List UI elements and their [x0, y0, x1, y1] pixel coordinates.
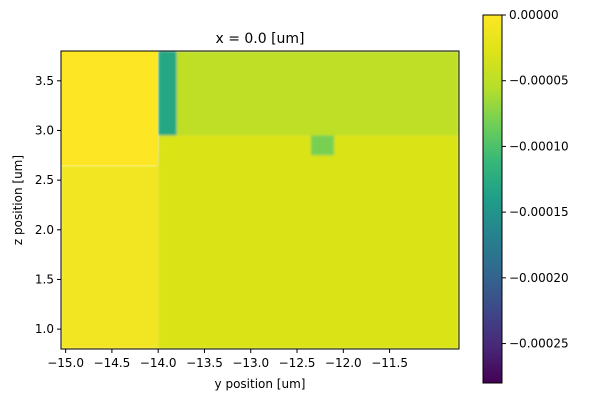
colorbar: [482, 14, 503, 384]
colorbar-tick-label: 0.00000: [509, 8, 559, 22]
x-axis: −15.0 −14.5 −14.0 −13.5 −13.0 −12.5 −12.0 −11.5: [47, 349, 408, 370]
x-axis-title: y position [um]: [215, 377, 306, 391]
heatmap-region-4: [176, 51, 459, 136]
y-axis-title: z position [um]: [11, 155, 25, 245]
x-tick-label: −11.5: [371, 356, 408, 370]
colorbar-tick-label: −0.00010: [509, 139, 569, 153]
chart-title: x = 0.0 [um]: [215, 31, 304, 47]
heatmap-field: [61, 51, 459, 349]
heatmap-region-5: [158, 135, 459, 349]
colorbar-tick-label: −0.00005: [509, 74, 569, 88]
heatmap-region-6: [310, 135, 335, 156]
y-axis: 1.0 1.5 2.0 2.5 3.0 3.5: [35, 74, 61, 336]
heatmap-region-0: [61, 51, 159, 166]
colorbar-tick-label: −0.00015: [509, 205, 569, 219]
y-tick-label: 3.0: [35, 123, 54, 137]
y-tick-label: 1.0: [35, 322, 54, 336]
y-tick-label: 2.5: [35, 173, 54, 187]
y-tick-label: 3.5: [35, 74, 54, 88]
x-tick-label: −13.5: [186, 356, 223, 370]
x-tick-label: −14.5: [94, 356, 131, 370]
heatmap-cells: [61, 51, 459, 349]
x-tick-label: −14.0: [140, 356, 177, 370]
colorbar-tick-label: −0.00020: [509, 271, 569, 285]
x-tick-label: −15.0: [47, 356, 84, 370]
colorbar-tick-label: −0.00025: [509, 337, 569, 351]
x-tick-label: −13.0: [232, 356, 269, 370]
colorbar-axis: 0.00000 −0.00005 −0.00010 −0.00015 −0.00020 −…: [502, 8, 569, 351]
y-tick-label: 1.5: [35, 272, 54, 286]
x-tick-label: −12.5: [279, 356, 316, 370]
x-tick-label: −12.0: [325, 356, 362, 370]
heatmap-region-1: [61, 165, 159, 349]
heatmap-sharp-regions: [61, 51, 159, 166]
plot-frame: [60, 50, 460, 350]
y-tick-label: 2.0: [35, 223, 54, 237]
